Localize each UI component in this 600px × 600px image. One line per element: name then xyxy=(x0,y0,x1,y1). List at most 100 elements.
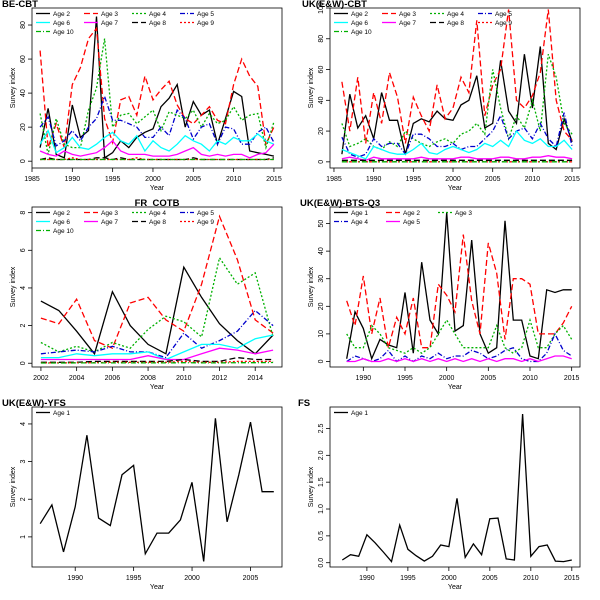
y-tick-label: 60 xyxy=(20,55,27,63)
y-tick-label: 40 xyxy=(318,96,325,104)
legend-label: Age 3 xyxy=(399,11,416,18)
series-line-age-5 xyxy=(39,94,275,147)
y-tick-label: 20 xyxy=(318,302,325,310)
x-axis-label: Year xyxy=(448,584,463,591)
chart-title: UK(E&W)-BTS-Q3 xyxy=(300,198,380,209)
x-tick-label: 2000 xyxy=(441,575,457,582)
series-line-age-7 xyxy=(39,139,275,159)
legend-label: Age 10 xyxy=(53,228,74,235)
legend-label: Age 9 xyxy=(495,20,512,27)
series-line-age-2 xyxy=(39,16,275,159)
legend-label: Age 1 xyxy=(351,410,368,417)
y-axis-label: Survey index xyxy=(10,466,17,507)
chart-title: FR_COTB xyxy=(135,198,180,209)
y-tick-label: 3 xyxy=(20,460,27,464)
series-line-age-2 xyxy=(346,234,573,349)
series-line-age-4 xyxy=(40,256,274,353)
legend-label: Age 6 xyxy=(351,20,368,27)
x-axis-label: Year xyxy=(150,584,165,591)
legend-label: Age 5 xyxy=(197,11,214,18)
x-tick-label: 2010 xyxy=(226,176,242,183)
chart-panel: UK(E&W)-CBT 1985 1990 1995 2000 2005 2010 2015 0… xyxy=(302,0,581,192)
x-tick-label: 2004 xyxy=(69,375,85,382)
x-tick-label: 2010 xyxy=(522,375,538,382)
x-tick-label: 2005 xyxy=(481,375,497,382)
y-tick-label: 2.0 xyxy=(318,450,325,460)
y-tick-label: 100 xyxy=(318,2,325,14)
x-tick-label: 2010 xyxy=(176,375,192,382)
y-tick-label: 2 xyxy=(20,324,27,328)
series-line-age-8 xyxy=(40,356,274,363)
y-tick-label: 1 xyxy=(20,535,27,539)
y-axis-label: Survey index xyxy=(308,466,315,507)
legend-label: Age 4 xyxy=(149,11,166,18)
y-tick-label: 10 xyxy=(318,330,325,338)
x-tick-label: 1990 xyxy=(359,575,375,582)
y-tick-label: 80 xyxy=(20,21,27,29)
series-line-age-7 xyxy=(341,155,573,161)
y-tick-label: 0 xyxy=(318,359,325,363)
chart-title: UK(E&W)-CBT xyxy=(302,0,367,10)
legend-label: Age 8 xyxy=(447,20,464,27)
series-line-age-2 xyxy=(40,265,274,356)
y-axis-label: Survey index xyxy=(308,266,315,307)
chart-panel: BE-CBT 1985 1990 1995 2000 2005 2010 2015 0 20 40 6… xyxy=(2,0,283,192)
x-tick-label: 2005 xyxy=(243,575,259,582)
x-tick-label: 1990 xyxy=(356,375,372,382)
x-tick-label: 2006 xyxy=(105,375,121,382)
chart-title: FS xyxy=(298,398,310,409)
y-tick-label: 0 xyxy=(20,361,27,365)
legend-label: Age 7 xyxy=(399,20,416,27)
legend-label: Age 4 xyxy=(351,219,368,226)
legend-label: Age 9 xyxy=(197,20,214,27)
y-tick-label: 60 xyxy=(318,66,325,74)
series-line-age-1 xyxy=(39,418,274,562)
chart-title: UK(E&W)-YFS xyxy=(2,398,66,409)
plot-frame xyxy=(31,406,283,568)
y-tick-label: 4 xyxy=(20,286,27,290)
y-axis-label: Survey index xyxy=(10,266,17,307)
legend-label: Age 7 xyxy=(101,219,118,226)
y-tick-label: 0 xyxy=(318,160,325,164)
x-tick-label: 2015 xyxy=(564,375,580,382)
legend-label: Age 10 xyxy=(351,29,372,36)
legend-label: Age 1 xyxy=(351,210,368,217)
legend-label: Age 3 xyxy=(101,11,118,18)
chart-panel: FR_COTB 2002 2004 2006 2008 2010 2012 2014 0 2 4 6 8… xyxy=(10,198,283,391)
legend-label: Age 3 xyxy=(455,210,472,217)
x-tick-label: 2008 xyxy=(140,375,156,382)
series-line-age-6 xyxy=(39,129,275,154)
legend-label: Age 9 xyxy=(197,219,214,226)
y-tick-label: 0 xyxy=(20,159,27,163)
series-line-age-5 xyxy=(40,309,274,359)
legend-label: Age 3 xyxy=(101,210,118,217)
series-line-age-10 xyxy=(40,361,274,364)
legend-label: Age 5 xyxy=(197,210,214,217)
legend-label: Age 1 xyxy=(53,410,70,417)
y-tick-label: 50 xyxy=(318,220,325,228)
y-axis-label: Survey index xyxy=(10,67,17,108)
y-tick-label: 20 xyxy=(318,127,325,135)
y-tick-label: 40 xyxy=(20,89,27,97)
plot-frame xyxy=(329,206,581,368)
y-tick-label: 6 xyxy=(20,248,27,252)
y-axis-label: Survey index xyxy=(308,67,315,108)
legend-label: Age 2 xyxy=(403,210,420,217)
x-tick-label: 1995 xyxy=(105,176,121,183)
series-line-age-9 xyxy=(40,360,274,364)
series-line-age-7 xyxy=(40,347,274,361)
x-tick-label: 2000 xyxy=(184,575,200,582)
x-tick-label: 1995 xyxy=(400,575,416,582)
legend-label: Age 6 xyxy=(53,20,70,27)
x-tick-label: 2005 xyxy=(485,176,501,183)
legend-label: Age 10 xyxy=(53,29,74,36)
y-tick-label: 20 xyxy=(20,123,27,131)
series-line-age-5 xyxy=(346,355,572,363)
series-line-age-4 xyxy=(39,38,275,155)
y-tick-label: 30 xyxy=(318,275,325,283)
y-tick-label: 0.5 xyxy=(318,531,325,541)
x-tick-label: 2000 xyxy=(445,176,461,183)
x-tick-label: 1990 xyxy=(65,176,81,183)
y-tick-label: 2 xyxy=(20,497,27,501)
